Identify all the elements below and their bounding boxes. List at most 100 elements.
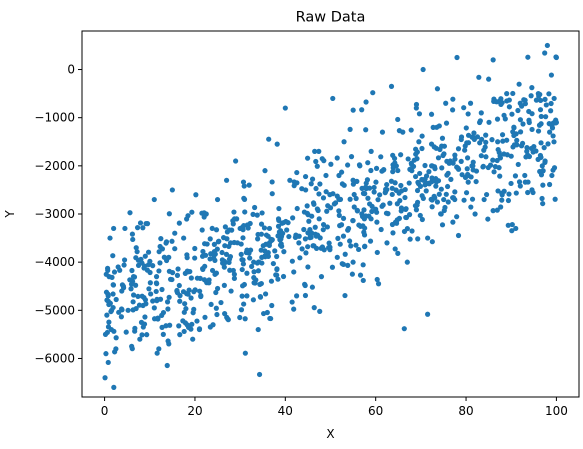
data-point [167,322,173,328]
data-point [143,220,149,227]
data-point [536,93,542,99]
data-point [194,275,200,281]
data-point [448,176,454,182]
data-point [106,301,112,308]
data-point [357,272,364,278]
data-point [294,169,300,176]
data-point [304,203,310,209]
data-point [420,195,426,201]
data-point [269,302,275,309]
data-point [379,168,385,174]
data-point [537,97,544,104]
data-point [141,321,148,327]
data-point [257,294,264,300]
data-point [262,168,268,174]
data-point [419,176,425,183]
data-point [274,266,280,273]
data-point [231,209,237,215]
data-point [202,241,208,247]
data-point [501,188,507,194]
data-point [398,188,405,194]
data-point [155,315,161,321]
data-point [252,280,258,286]
data-point [389,185,395,191]
data-point [350,177,356,183]
data-point [543,114,549,120]
data-point [470,167,476,173]
data-point [135,262,142,268]
data-point [250,211,256,217]
data-point [544,42,550,49]
data-point [267,315,273,322]
data-point [477,118,483,124]
data-point [306,218,312,224]
data-point [389,191,395,198]
data-point [112,349,118,355]
data-point [407,166,413,172]
data-point [320,221,327,228]
data-point [467,100,474,106]
data-point [129,231,136,237]
data-point [513,225,519,232]
data-point [308,181,314,187]
data-point [494,157,500,164]
data-point [499,197,505,203]
data-point [316,216,322,222]
data-point [392,246,398,252]
data-point [269,237,275,243]
data-point [328,161,334,167]
data-point [500,138,506,144]
data-point [159,324,165,330]
data-point [128,286,134,292]
data-point [157,260,163,266]
data-point [221,264,227,270]
data-point [429,204,435,210]
data-point [461,105,467,111]
data-point [266,225,273,232]
data-point [340,233,347,239]
data-point [169,238,175,244]
data-point [226,243,232,250]
data-point [384,240,390,246]
data-point [517,117,523,123]
data-point [135,257,141,263]
data-point [439,222,446,228]
data-point [331,201,337,207]
data-point [111,328,117,334]
data-point [186,287,192,293]
data-point [130,236,136,243]
data-point [505,197,512,204]
data-point [127,210,133,216]
data-point [525,179,531,185]
data-point [159,312,165,318]
data-point [497,173,503,179]
data-point [516,179,523,185]
data-point [433,183,439,189]
data-point [334,254,340,260]
data-point [314,163,320,169]
data-point [433,176,439,182]
data-point [423,180,429,186]
data-point [176,282,182,289]
data-point [402,194,408,201]
data-point [374,209,380,215]
data-point [519,140,526,147]
data-point [470,159,476,165]
data-point [458,158,464,164]
data-point [419,216,425,223]
data-point [299,186,305,192]
data-point [545,141,551,147]
data-point [200,248,206,255]
data-point [535,156,541,162]
data-point [510,90,516,97]
data-point [487,162,494,168]
data-point [390,165,396,171]
data-point [548,108,554,114]
data-point [444,183,451,190]
data-point [476,74,482,80]
data-point [111,225,117,232]
data-point [274,253,280,260]
data-point [533,97,540,103]
data-point [182,320,189,326]
data-point [455,232,462,239]
